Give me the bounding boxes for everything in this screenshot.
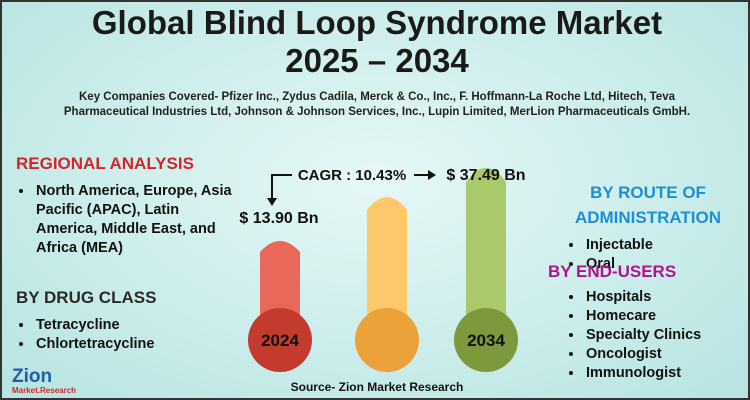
- arrow-head: [267, 198, 277, 206]
- list-item: Oncologist: [584, 345, 748, 364]
- list-item: Hospitals: [584, 288, 748, 307]
- list-item: Tetracycline: [34, 316, 236, 335]
- drug-class-section: BY DRUG CLASS TetracyclineChlortetracycl…: [16, 288, 236, 354]
- list-item: Specialty Clinics: [584, 326, 748, 345]
- value-end: $ 37.49 Bn: [446, 167, 525, 184]
- item-list: HospitalsHomecareSpecialty ClinicsOncolo…: [548, 288, 748, 383]
- end-users-section: BY END-USERS HospitalsHomecareSpecialty …: [548, 262, 748, 383]
- title-block: Global Blind Loop Syndrome Market 2025 –…: [2, 4, 748, 80]
- list-item: Chlortetracycline: [34, 335, 236, 354]
- circle-2024: [248, 308, 312, 372]
- regional-section: REGIONAL ANALYSIS North America, Europe,…: [16, 154, 236, 258]
- list-item: Homecare: [584, 307, 748, 326]
- list-item: Immunologist: [584, 364, 748, 383]
- logo-sub: Market.Research: [12, 386, 76, 395]
- bar-2034: [466, 168, 506, 332]
- item-list: North America, Europe, Asia Pacific (APA…: [16, 182, 236, 258]
- value-start: $ 13.90 Bn: [239, 210, 318, 227]
- route-section: BY ROUTE OF ADMINISTRATION InjectableOra…: [548, 180, 748, 274]
- year-end: 2034: [467, 331, 505, 350]
- cagr: CAGR : 10.43%: [298, 167, 406, 184]
- section-heading: BY ROUTE OF ADMINISTRATION: [574, 183, 722, 227]
- item-list: TetracyclineChlortetracycline: [16, 316, 236, 354]
- item-list: InjectableOral: [548, 236, 748, 274]
- bar-middle: [367, 197, 407, 332]
- circle-2034: [454, 308, 518, 372]
- companies: Key Companies Covered- Pfizer Inc., Zydu…: [63, 91, 691, 118]
- list-item: North America, Europe, Asia Pacific (APA…: [34, 182, 236, 258]
- source: Source- Zion Market Research: [290, 380, 464, 394]
- title-years: 2025 – 2034: [285, 42, 469, 79]
- logo: Zion: [12, 366, 52, 387]
- arrow-line: [271, 174, 292, 200]
- title: Global Blind Loop Syndrome Market: [91, 4, 663, 41]
- circle-middle: [355, 308, 419, 372]
- section-heading: BY END-USERS: [548, 262, 677, 281]
- section-heading: BY DRUG CLASS: [16, 288, 157, 307]
- year-start: 2024: [261, 331, 299, 350]
- list-item: Injectable: [584, 236, 748, 255]
- section-heading: REGIONAL ANALYSIS: [16, 154, 194, 173]
- arrow-head: [428, 170, 436, 180]
- list-item: Oral: [584, 255, 748, 274]
- bar-2024: [260, 241, 300, 332]
